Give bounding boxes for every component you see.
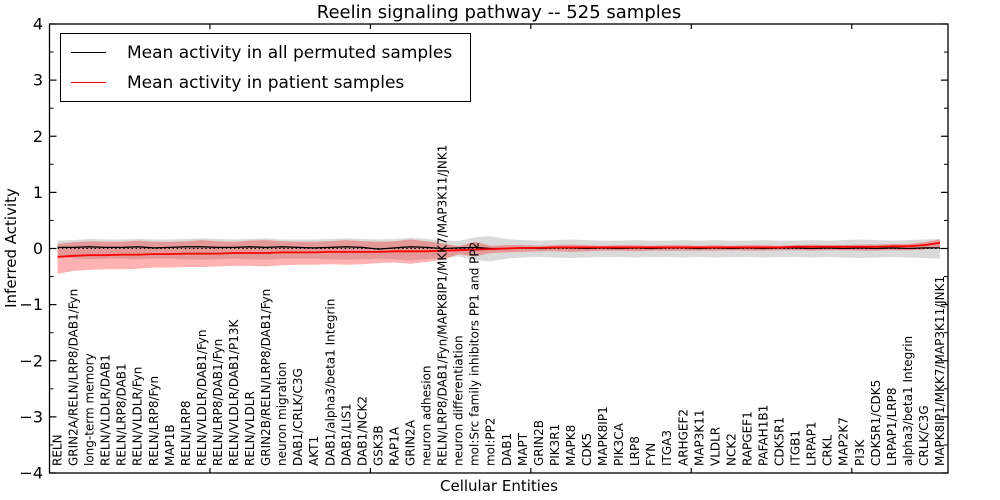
x-category-label: VLDLR: [708, 427, 722, 466]
x-category-label: GSK3B: [371, 425, 385, 466]
y-tick-label: 3: [33, 71, 43, 90]
y-tick-label: −1: [19, 295, 43, 314]
y-tick-label: 0: [33, 239, 43, 258]
permuted-line-swatch: [71, 52, 106, 53]
x-category-label: ARHGEF2: [676, 409, 690, 466]
x-category-label: ITGA3: [660, 430, 674, 466]
patient-line-swatch: [71, 82, 106, 83]
x-category-label: RELN/VLDLR: [243, 391, 257, 466]
x-category-label: mol:Src family inhibitors PP1 and PP2: [468, 242, 482, 466]
x-category-label: RELN/VLDLR/DAB1/Fyn: [195, 330, 209, 466]
legend-entry-permuted: Mean activity in all permuted samples: [71, 39, 452, 66]
y-tick-label: −4: [19, 464, 43, 483]
x-category-label: MAPK8IP1: [596, 406, 610, 466]
x-category-label: RELN/LRP8/DAB1/Fyn: [211, 339, 225, 466]
x-category-label: MAPT: [516, 432, 530, 466]
x-category-label: RELN/LRP8/DAB1/Fyn/MAPK8IP1/MKK7/MAP3K11…: [436, 145, 450, 466]
chart-title: Reelin signaling pathway -- 525 samples: [316, 2, 682, 23]
x-axis-title: Cellular Entities: [440, 477, 558, 495]
x-category-label: ITGB1: [789, 430, 803, 466]
legend-entry-patient: Mean activity in patient samples: [71, 69, 452, 96]
x-category-label: GRIN2B: [532, 420, 546, 466]
x-category-label: LRP8: [628, 436, 642, 466]
legend-label-permuted: Mean activity in all permuted samples: [127, 42, 453, 63]
patient-mean-line: [57, 242, 941, 258]
x-category-label: RELN: [51, 434, 65, 466]
x-category-label: NCK2: [724, 433, 738, 466]
series-lines: [57, 242, 941, 258]
x-category-label: GRIN2A: [404, 419, 418, 466]
x-category-label: LRPAP1: [805, 421, 819, 466]
x-category-label: mol:PP2: [484, 417, 498, 466]
x-category-label: DAB1/LIS1: [339, 403, 353, 466]
x-category-label: RELN/LRP8/Fyn: [147, 376, 161, 466]
x-category-labels: RELN GRIN2A/RELN/LRP8/DAB1/Fyn long-term m…: [51, 145, 948, 466]
x-category-label: MAPK8IP1/MKK7/MAP3K11/JNK1: [933, 276, 947, 466]
x-category-label: RELN/VLDLR/Fyn: [131, 367, 145, 466]
x-category-label: FYN: [644, 443, 658, 466]
x-category-label: CDK5R1/CDK5: [869, 380, 883, 466]
x-category-label: CRKL: [821, 434, 835, 466]
x-category-label: CRLK/C3G: [917, 405, 931, 466]
x-category-label: DAB1: [500, 433, 514, 466]
x-category-label: RELN/LRP8/DAB1: [115, 363, 129, 466]
x-category-label: RELN/VLDLR/DAB1: [99, 354, 113, 466]
x-category-label: neuron migration: [275, 362, 289, 466]
x-category-label: GRIN2A/RELN/LRP8/DAB1/Fyn: [67, 289, 81, 466]
axes-frame-and-ticks: [48, 23, 949, 474]
y-tick-labels: 4 3 2 1 0 −1 −2 −3 −4: [19, 15, 43, 483]
x-category-label: alpha3/beta1 Integrin: [901, 336, 915, 466]
y-axis-title: Inferred Activity: [2, 188, 20, 308]
y-tick-label: 4: [33, 15, 43, 34]
x-category-label: neuron differentiation: [452, 335, 466, 466]
legend-label-patient: Mean activity in patient samples: [127, 72, 405, 93]
x-category-label: DAB1/NCK2: [355, 396, 369, 466]
x-category-label: MAP3K11: [692, 409, 706, 466]
y-tick-label: −2: [19, 351, 43, 370]
x-category-label: RAP1A: [388, 426, 402, 466]
x-category-label: DAB1/alpha3/beta1 Integrin: [323, 299, 337, 466]
x-category-label: MAP2K7: [837, 417, 851, 466]
x-category-label: GRIN2B/RELN/LRP8/DAB1/Fyn: [259, 289, 273, 466]
x-category-label: PIK3R1: [548, 424, 562, 466]
x-category-label: MAPK8: [564, 425, 578, 466]
x-category-label: RELN/VLDLR/DAB1/P13K: [227, 319, 241, 466]
x-category-label: LRPAP1/LRP8: [885, 387, 899, 466]
x-category-label: RELN/LRP8: [179, 400, 193, 466]
x-category-label: PIK3CA: [612, 422, 626, 466]
x-category-label: PAFAH1B1: [757, 405, 771, 466]
confidence-bands: [57, 236, 940, 274]
y-tick-label: 1: [33, 183, 43, 202]
x-category-label: long-term memory: [83, 353, 97, 466]
x-category-label: MAP1B: [163, 424, 177, 466]
x-category-label: RAPGEF1: [740, 411, 754, 466]
x-category-label: PI3K: [853, 439, 867, 466]
legend: Mean activity in all permuted samples Me…: [60, 33, 472, 102]
x-category-label: DAB1/CRLK/C3G: [291, 368, 305, 466]
y-tick-label: −3: [19, 407, 43, 426]
y-tick-label: 2: [33, 127, 43, 146]
x-category-label: CDK5: [580, 433, 594, 466]
x-category-label: neuron adhesion: [420, 365, 434, 466]
x-category-label: AKT1: [307, 436, 321, 466]
x-category-label: CDK5R1: [773, 417, 787, 466]
